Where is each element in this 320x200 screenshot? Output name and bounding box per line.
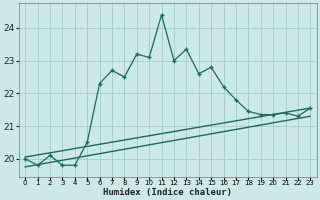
X-axis label: Humidex (Indice chaleur): Humidex (Indice chaleur) [103, 188, 232, 197]
